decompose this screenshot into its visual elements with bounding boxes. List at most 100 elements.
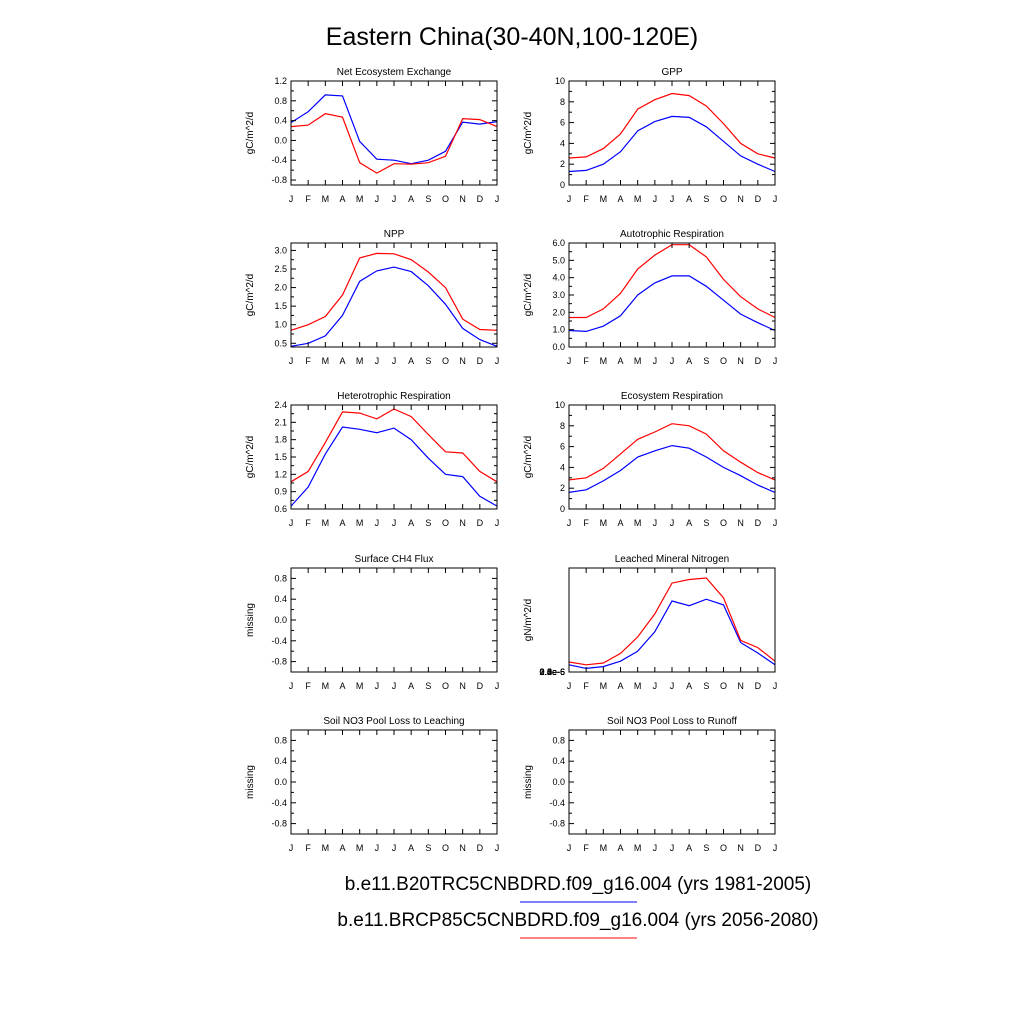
y-axis-label: gC/m^2/d bbox=[523, 112, 534, 155]
x-tick-label: D bbox=[755, 518, 762, 528]
x-tick-label: M bbox=[600, 681, 608, 691]
x-tick-label: J bbox=[653, 681, 658, 691]
legend: b.e11.B20TRC5CNBDRD.f09_g16.004 (yrs 198… bbox=[337, 874, 819, 939]
y-tick-label: 0.4 bbox=[552, 756, 565, 766]
x-tick-label: J bbox=[773, 356, 778, 366]
x-tick-label: A bbox=[408, 518, 414, 528]
y-tick-label: 2.0 bbox=[552, 307, 565, 317]
x-tick-label: D bbox=[755, 681, 762, 691]
x-tick-label: S bbox=[703, 681, 709, 691]
x-tick-label: J bbox=[289, 194, 294, 204]
x-tick-label: A bbox=[686, 843, 692, 853]
x-tick-label: A bbox=[617, 356, 623, 366]
x-tick-label: J bbox=[289, 681, 294, 691]
series-line-1 bbox=[290, 266, 498, 347]
x-tick-label: O bbox=[720, 194, 727, 204]
y-tick-label: -0.4 bbox=[271, 155, 287, 165]
y-tick-label: 4 bbox=[560, 138, 565, 148]
x-tick-label: D bbox=[477, 356, 484, 366]
x-tick-label: N bbox=[459, 843, 466, 853]
plot-frame bbox=[290, 242, 498, 348]
x-tick-label: S bbox=[425, 356, 431, 366]
y-tick-label: 2 bbox=[560, 159, 565, 169]
x-tick-label: F bbox=[305, 681, 311, 691]
y-tick-label: 2.8e-6 bbox=[539, 667, 565, 677]
y-tick-label: 0.0 bbox=[552, 342, 565, 352]
x-tick-label: J bbox=[289, 356, 294, 366]
x-tick-label: A bbox=[617, 194, 623, 204]
x-tick-label: J bbox=[670, 843, 675, 853]
x-tick-label: J bbox=[375, 518, 380, 528]
y-tick-label: 3.0 bbox=[552, 290, 565, 300]
y-tick-label: 8 bbox=[560, 97, 565, 107]
y-tick-label: 10 bbox=[555, 400, 565, 410]
y-tick-label: 1.2 bbox=[274, 469, 287, 479]
y-tick-label: 2 bbox=[560, 483, 565, 493]
panel-title: Heterotrophic Respiration bbox=[337, 391, 450, 402]
x-tick-label: M bbox=[322, 518, 330, 528]
x-tick-label: M bbox=[356, 518, 364, 528]
x-tick-label: A bbox=[686, 681, 692, 691]
y-tick-label: 0.4 bbox=[274, 594, 287, 604]
y-tick-label: 1.5 bbox=[274, 452, 287, 462]
y-tick-label: 0.8 bbox=[552, 735, 565, 745]
series-line-2 bbox=[568, 577, 776, 666]
x-tick-label: J bbox=[495, 681, 500, 691]
x-tick-label: M bbox=[634, 518, 642, 528]
x-tick-label: J bbox=[495, 356, 500, 366]
y-tick-label: 2.5 bbox=[274, 264, 287, 274]
series-line-2 bbox=[569, 244, 776, 319]
y-tick-label: 0.8 bbox=[274, 573, 287, 583]
x-tick-label: F bbox=[583, 356, 589, 366]
legend-label-2: b.e11.BRCP85C5CNBDRD.f09_g16.004 (yrs 20… bbox=[337, 910, 818, 931]
x-tick-label: O bbox=[720, 681, 727, 691]
panel-title: NPP bbox=[384, 229, 405, 240]
plot-frame bbox=[290, 729, 498, 835]
x-tick-label: J bbox=[670, 194, 675, 204]
x-tick-label: J bbox=[392, 194, 397, 204]
y-tick-label: 0 bbox=[560, 180, 565, 190]
x-tick-label: J bbox=[567, 518, 572, 528]
y-tick-label: -0.8 bbox=[271, 175, 287, 185]
y-tick-label: 6 bbox=[560, 118, 565, 128]
series-line-2 bbox=[290, 113, 498, 174]
series-line-1 bbox=[568, 444, 776, 493]
x-tick-label: J bbox=[567, 681, 572, 691]
panel-title: Surface CH4 Flux bbox=[355, 554, 434, 565]
x-tick-label: A bbox=[339, 356, 345, 366]
panel-title: Net Ecosystem Exchange bbox=[337, 67, 452, 78]
x-tick-label: J bbox=[375, 843, 380, 853]
x-tick-label: M bbox=[356, 194, 364, 204]
y-tick-label: 2.0e-6 bbox=[539, 667, 565, 677]
y-axis-label: missing bbox=[523, 765, 534, 799]
y-axis-label: gC/m^2/d bbox=[523, 274, 534, 317]
x-tick-label: O bbox=[720, 843, 727, 853]
x-tick-label: M bbox=[322, 194, 330, 204]
x-tick-label: N bbox=[737, 518, 744, 528]
x-tick-label: N bbox=[459, 356, 466, 366]
x-tick-label: F bbox=[305, 843, 311, 853]
y-tick-label: 0.9 bbox=[274, 487, 287, 497]
y-axis-label: gC/m^2/d bbox=[245, 274, 256, 317]
x-tick-label: J bbox=[773, 681, 778, 691]
y-tick-label: 0.8e-6 bbox=[539, 667, 565, 677]
x-tick-label: O bbox=[720, 356, 727, 366]
x-tick-label: J bbox=[670, 518, 675, 528]
x-tick-label: M bbox=[634, 681, 642, 691]
x-tick-label: N bbox=[737, 843, 744, 853]
x-tick-label: M bbox=[634, 356, 642, 366]
x-tick-label: J bbox=[653, 518, 658, 528]
x-tick-label: A bbox=[617, 843, 623, 853]
x-tick-label: J bbox=[375, 356, 380, 366]
y-tick-label: 1.0 bbox=[274, 320, 287, 330]
x-tick-label: D bbox=[477, 843, 484, 853]
